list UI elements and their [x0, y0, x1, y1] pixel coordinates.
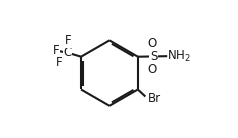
- Text: F: F: [52, 44, 59, 57]
- Text: O: O: [148, 37, 157, 50]
- Text: F: F: [65, 34, 71, 47]
- Text: C: C: [63, 46, 71, 59]
- Text: Br: Br: [148, 92, 161, 105]
- Text: O: O: [148, 63, 157, 76]
- Text: F: F: [56, 56, 63, 69]
- Text: NH$_2$: NH$_2$: [168, 49, 191, 64]
- Text: S: S: [150, 50, 157, 63]
